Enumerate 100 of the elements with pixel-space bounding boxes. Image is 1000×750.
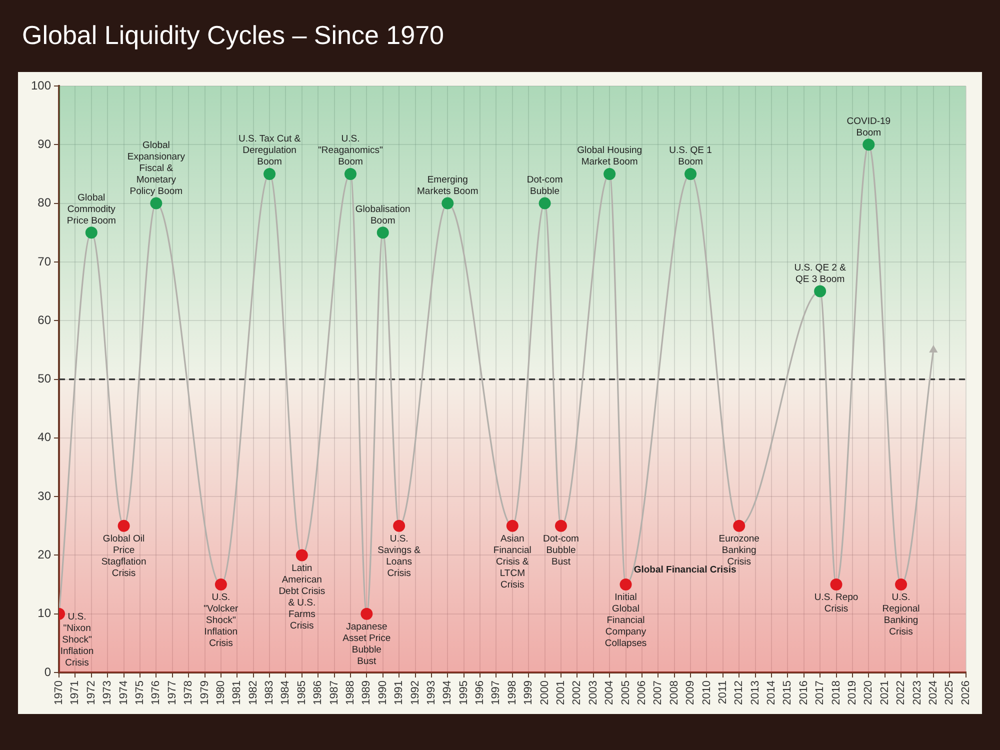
annotation: U.S. "Nixon Shock" Inflation Crisis [60,612,94,668]
x-tick-label: 1974 [118,680,130,706]
x-tick-label: 2003 [587,680,600,706]
y-tick-label: 50 [38,372,52,386]
point [296,549,308,562]
x-tick-label: 2012 [733,680,746,706]
annotation: Global Commodity Price Boom [66,192,116,226]
annotation: U.S. Tax Cut & Deregulation Boom [238,134,302,168]
annotation: Japanese Asset Price Bubble Bust [342,622,391,667]
point [506,520,518,532]
point [895,578,908,591]
x-tick-label: 1996 [474,680,486,706]
annotation: Global Expansionary Fiscal & Monetary Policy Boom [127,140,186,197]
x-tick-label: 1994 [442,680,454,706]
point [264,168,276,180]
y-tick-label: 100 [30,78,52,92]
point [538,197,551,210]
annotation: U.S. QE 2 & QE 3 Boom [794,262,847,285]
x-tick-label: 2010 [700,680,713,706]
x-tick-label: 2002 [571,680,584,706]
y-tick-label: 70 [38,254,52,268]
x-tick-label: 1987 [328,680,340,706]
x-tick-label: 1976 [150,680,162,706]
annotation: Latin American Debt Crisis & U.S. Farms Crisis [278,562,326,632]
point [360,608,373,620]
x-tick-label: 2007 [652,680,664,706]
x-tick-label: 1995 [458,680,470,706]
annotation: Dot-com Bubble [526,174,563,197]
y-tick-label: 10 [38,606,52,620]
chart-title: Global Liquidity Cycles – Since 1970 [22,20,444,51]
x-tick-label: 1975 [134,680,146,706]
x-tick-label: 2020 [862,680,875,706]
x-tick-label: 2000 [538,680,551,706]
x-tick-label: 2015 [782,680,794,706]
point [862,138,875,151]
x-tick-label: 2004 [604,680,616,706]
y-tick-label: 60 [38,312,52,327]
annotation: Globalisation Boom [355,204,410,226]
x-tick-label: 1978 [182,680,195,706]
x-tick-label: 2008 [668,680,680,706]
annotation: Asian Financial Crisis & LTCM Crisis [493,534,532,591]
y-tick-label: 90 [38,136,52,151]
x-tick-label: 1983 [264,680,276,706]
annotation: U.S. Regional Banking Crisis [882,592,920,638]
x-tick-label: 1971 [69,680,82,706]
x-tick-label: 1991 [393,680,406,706]
x-tick-label: 2024 [927,680,940,706]
annotation: U.S. QE 1 Boom [669,145,712,168]
x-tick-label: 1986 [312,680,324,706]
point [733,520,746,532]
point [604,168,616,180]
annotation: Global Financial Crisis [634,564,736,576]
x-tick-label: 1999 [522,680,535,706]
x-tick-label: 2018 [830,680,842,706]
x-tick-label: 2013 [749,680,762,706]
y-tick-label: 80 [38,196,52,210]
x-tick-label: 2021 [878,680,891,706]
x-tick-label: 2009 [684,680,697,706]
x-tick-label: 1972 [85,680,98,706]
annotation: U.S. Savings & Loans Crisis [378,534,422,580]
x-tick-label: 1989 [360,680,373,706]
point [393,520,406,532]
x-tick-label: 2006 [636,680,648,706]
y-tick-label: 0 [44,664,52,679]
annotation: Initial Global Financial Company Collapses [604,592,647,650]
x-tick-label: 2011 [716,680,729,704]
x-tick-label: 2019 [846,680,858,706]
annotation: Global Oil Price Stagflation Crisis [101,534,146,580]
x-tick-label: 2016 [798,680,810,706]
x-tick-label: 1992 [409,680,422,706]
x-tick-label: 1979 [198,680,211,706]
y-tick-label: 30 [38,488,52,503]
x-tick-label: 1998 [506,680,518,706]
point [554,520,567,532]
annotation: Emerging Markets Boom [417,174,478,197]
x-tick-label: 1970 [53,680,66,706]
annotation: Global Housing Market Boom [577,145,642,168]
x-tick-label: 2022 [895,680,908,706]
x-tick-label: 2017 [814,680,826,706]
x-tick-label: 1973 [102,680,114,706]
point [830,578,842,591]
y-tick-label: 20 [38,548,52,562]
x-tick-label: 2023 [911,680,924,706]
point [442,197,454,210]
annotation: Dot-com Bubble Bust [543,534,580,568]
point [620,578,632,591]
annotation: U.S. "Volcker Shock" Inflation Crisis [204,592,238,650]
x-tick-label: 1997 [490,680,502,706]
x-tick-label: 1988 [344,680,357,706]
point [214,578,227,591]
point [150,197,162,210]
x-tick-label: 2025 [944,680,956,706]
x-tick-label: 2005 [620,680,632,706]
x-tick-label: 2014 [766,680,778,706]
point [118,520,130,532]
annotation: COVID-19 Boom [846,116,891,138]
x-tick-label: 2026 [960,680,972,706]
x-tick-label: 1982 [247,680,260,706]
x-tick-label: 1984 [280,680,292,706]
y-tick-label: 40 [38,430,52,444]
